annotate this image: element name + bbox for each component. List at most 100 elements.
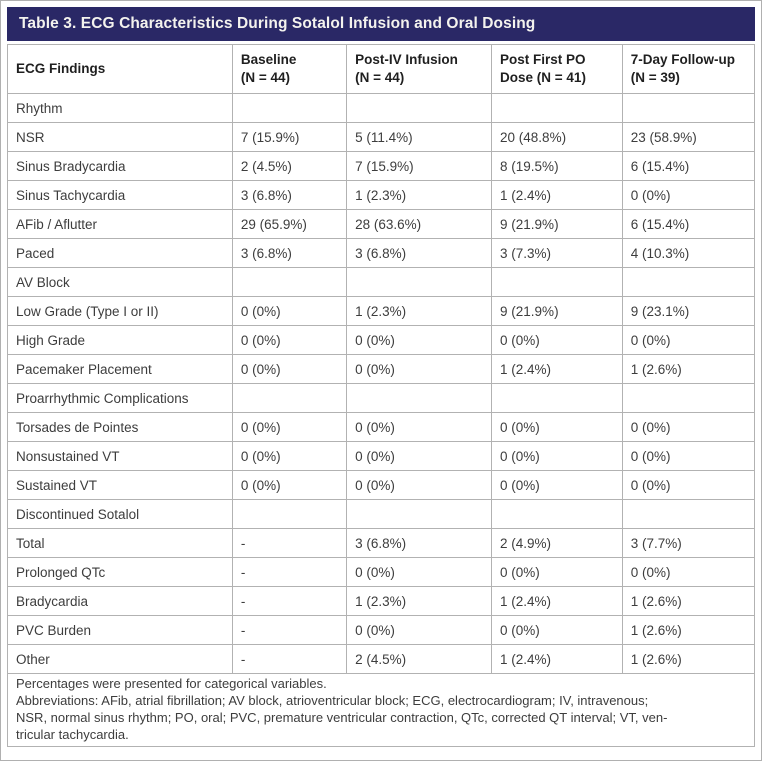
cell-value: 0 (0%): [491, 470, 623, 500]
cell-value: 1 (2.4%): [491, 586, 623, 616]
row-label: Sinus Tachycardia: [7, 180, 233, 210]
row-label: AFib / Aflutter: [7, 209, 233, 239]
cell-value: 0 (0%): [491, 615, 623, 645]
cell-value: [621, 93, 756, 123]
table-footer: Percentages were presented for categoric…: [7, 673, 755, 747]
table-row: Paced 3 (6.8%) 3 (6.8%) 3 (7.3%) 4 (10.3%): [7, 238, 756, 268]
row-label: AV Block: [7, 267, 233, 297]
cell-value: 23 (58.9%): [621, 122, 756, 152]
row-label: Sinus Bradycardia: [7, 151, 233, 181]
cell-value: 20 (48.8%): [491, 122, 623, 152]
footnote-row: Percentages were presented for categoric…: [7, 673, 755, 747]
row-label: Prolonged QTc: [7, 557, 233, 587]
table-row: Sustained VT 0 (0%) 0 (0%) 0 (0%) 0 (0%): [7, 470, 756, 500]
cell-value: 9 (21.9%): [491, 209, 623, 239]
table-row: Sinus Bradycardia 2 (4.5%) 7 (15.9%) 8 (19.…: [7, 151, 756, 181]
table-row: Prolonged QTc -0 (0%) 0 (0%) 0 (0%): [7, 557, 756, 587]
table-row: Sinus Tachycardia 3 (6.8%) 1 (2.3%) 1 (2.4%…: [7, 180, 756, 210]
cell-value: [491, 499, 623, 529]
cell-value: 1 (2.4%): [491, 180, 623, 210]
table-row: PVC Burden -0 (0%) 0 (0%) 1 (2.6%): [7, 615, 756, 645]
table-row: Total -3 (6.8%) 2 (4.9%) 3 (7.7%): [7, 528, 756, 558]
table-row: Other -2 (4.5%) 1 (2.4%) 1 (2.6%): [7, 644, 756, 674]
cell-value: 9 (23.1%): [621, 296, 756, 326]
cell-value: 1 (2.3%): [346, 180, 493, 210]
row-label: Total: [7, 528, 233, 558]
cell-value: 0 (0%): [231, 354, 348, 384]
table-row: Discontinued Sotalol: [7, 499, 756, 529]
table-title-bar: Table 3. ECG Characteristics During Sota…: [7, 7, 755, 41]
cell-value: 1 (2.6%): [621, 615, 756, 645]
cell-value: 2 (4.9%): [491, 528, 623, 558]
column-header-2: Post-IV Infusion (N = 44): [346, 44, 493, 94]
cell-value: 3 (6.8%): [346, 238, 493, 268]
column-header-1: Baseline (N = 44): [231, 44, 348, 94]
cell-value: [231, 93, 348, 123]
row-label: High Grade: [7, 325, 233, 355]
cell-value: 0 (0%): [231, 470, 348, 500]
cell-value: -: [231, 586, 348, 616]
cell-value: 3 (6.8%): [231, 180, 348, 210]
row-label: Torsades de Pointes: [7, 412, 233, 442]
cell-value: 1 (2.4%): [491, 644, 623, 674]
cell-value: 0 (0%): [491, 325, 623, 355]
cell-value: [491, 93, 623, 123]
column-header-4: 7-Day Follow-up (N = 39): [621, 44, 756, 94]
cell-value: 0 (0%): [621, 441, 756, 471]
cell-value: 0 (0%): [231, 325, 348, 355]
table-header: ECG Findings Baseline (N = 44) Post-IV Inf…: [7, 44, 756, 94]
footnote-line: Abbreviations: AFib, atrial fibrillation…: [16, 692, 649, 708]
table-row: AV Block: [7, 267, 756, 297]
cell-value: 0 (0%): [346, 325, 493, 355]
row-label: Other: [7, 644, 233, 674]
table-title: Table 3. ECG Characteristics During Sota…: [19, 15, 536, 32]
row-label: Nonsustained VT: [7, 441, 233, 471]
cell-value: [346, 383, 493, 413]
cell-value: 0 (0%): [346, 470, 493, 500]
cell-value: 0 (0%): [346, 354, 493, 384]
cell-value: 6 (15.4%): [621, 151, 756, 181]
table-row: Pacemaker Placement 0 (0%) 0 (0%) 1 (2.4%) 1…: [7, 354, 756, 384]
cell-value: 1 (2.6%): [621, 586, 756, 616]
cell-value: 0 (0%): [346, 615, 493, 645]
cell-value: 1 (2.6%): [621, 644, 756, 674]
column-header-3: Post First PO Dose (N = 41): [491, 44, 623, 94]
cell-value: [621, 267, 756, 297]
header-row: ECG Findings Baseline (N = 44) Post-IV Inf…: [7, 44, 756, 94]
cell-value: 3 (6.8%): [346, 528, 493, 558]
table-row: Bradycardia -1 (2.3%) 1 (2.4%) 1 (2.6%): [7, 586, 756, 616]
cell-value: 0 (0%): [621, 412, 756, 442]
cell-value: 7 (15.9%): [346, 151, 493, 181]
cell-value: -: [231, 557, 348, 587]
cell-value: [346, 267, 493, 297]
row-label: Low Grade (Type I or II): [7, 296, 233, 326]
row-label: Bradycardia: [7, 586, 233, 616]
cell-value: 0 (0%): [491, 412, 623, 442]
footnote-line: Percentages were presented for categoric…: [16, 676, 327, 691]
row-label: NSR: [7, 122, 233, 152]
column-header-0: ECG Findings: [7, 44, 233, 94]
row-label: Pacemaker Placement: [7, 354, 233, 384]
cell-value: -: [231, 615, 348, 645]
row-label: Rhythm: [7, 93, 233, 123]
cell-value: [491, 383, 623, 413]
cell-value: 3 (6.8%): [231, 238, 348, 268]
cell-value: 0 (0%): [621, 470, 756, 500]
cell-value: [491, 267, 623, 297]
cell-value: 6 (15.4%): [621, 209, 756, 239]
table-row: Proarrhythmic Complications: [7, 383, 756, 413]
table-row: AFib / Aflutter 29 (65.9%) 28 (63.6%) 9 (21…: [7, 209, 756, 239]
cell-value: 2 (4.5%): [231, 151, 348, 181]
cell-value: 0 (0%): [491, 441, 623, 471]
cell-value: 0 (0%): [491, 557, 623, 587]
cell-value: [231, 383, 348, 413]
row-label: Paced: [7, 238, 233, 268]
cell-value: 28 (63.6%): [346, 209, 493, 239]
footnote-line: tricular tachycardia.: [16, 726, 129, 742]
cell-value: 9 (21.9%): [491, 296, 623, 326]
cell-value: 1 (2.3%): [346, 586, 493, 616]
table-row: Rhythm: [7, 93, 756, 123]
cell-value: -: [231, 528, 348, 558]
cell-value: [231, 267, 348, 297]
